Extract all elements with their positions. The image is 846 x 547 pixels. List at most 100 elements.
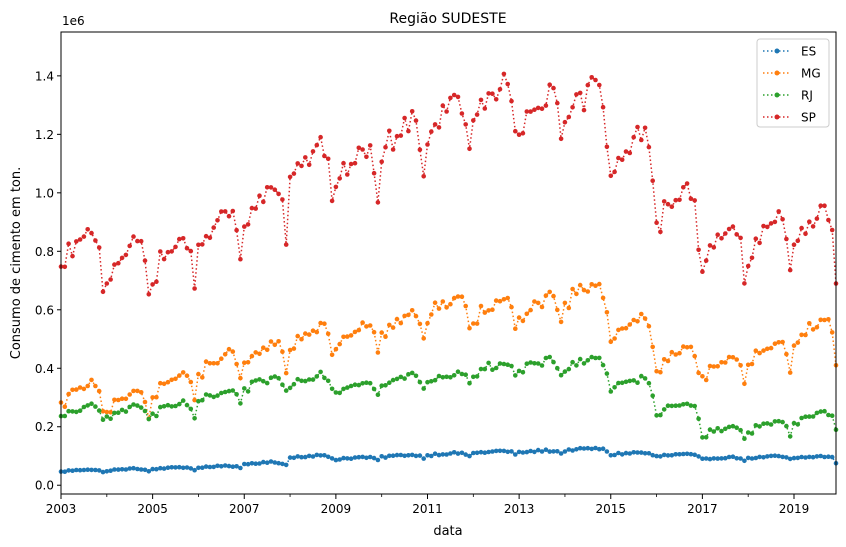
data-point-mg bbox=[112, 397, 117, 403]
data-point-mg bbox=[745, 362, 751, 368]
data-point-es bbox=[375, 457, 381, 463]
data-point-rj bbox=[574, 363, 579, 368]
data-point-mg bbox=[463, 303, 469, 309]
data-point-rj bbox=[352, 382, 358, 388]
data-point-mg bbox=[93, 383, 98, 389]
data-point-es bbox=[398, 452, 404, 458]
data-point-sp bbox=[161, 256, 167, 262]
data-point-es bbox=[299, 454, 304, 460]
data-point-es bbox=[161, 466, 167, 471]
data-point-mg bbox=[318, 320, 323, 326]
data-point-es bbox=[222, 463, 228, 468]
data-point-es bbox=[784, 455, 789, 460]
plot-area bbox=[58, 71, 839, 475]
data-point-mg bbox=[356, 327, 362, 333]
data-point-rj bbox=[123, 409, 129, 414]
data-point-rj bbox=[497, 361, 503, 366]
data-point-sp bbox=[539, 106, 545, 111]
data-point-mg bbox=[192, 397, 197, 403]
y-tick-label: 1.0 bbox=[35, 186, 54, 200]
data-point-sp bbox=[577, 90, 583, 96]
data-point-mg bbox=[642, 316, 648, 321]
data-point-es bbox=[436, 452, 442, 458]
data-point-mg bbox=[612, 336, 617, 341]
data-point-mg bbox=[799, 332, 804, 338]
data-point-mg bbox=[684, 345, 690, 350]
data-point-rj bbox=[738, 427, 743, 433]
data-point-es bbox=[555, 449, 560, 454]
data-point-sp bbox=[215, 218, 220, 223]
data-point-mg bbox=[814, 325, 820, 330]
data-point-mg bbox=[66, 391, 71, 397]
data-point-mg bbox=[688, 344, 694, 350]
data-point-sp bbox=[249, 205, 255, 211]
data-point-sp bbox=[230, 208, 236, 214]
legend-item-mg: MG bbox=[763, 67, 821, 81]
data-point-rj bbox=[444, 374, 449, 380]
data-point-es bbox=[482, 450, 488, 456]
data-point-sp bbox=[562, 119, 568, 125]
data-point-mg bbox=[631, 317, 636, 323]
data-point-rj bbox=[371, 386, 377, 392]
data-point-sp bbox=[398, 133, 404, 138]
data-point-mg bbox=[272, 342, 278, 348]
data-point-es bbox=[352, 455, 358, 460]
data-point-sp bbox=[543, 103, 549, 108]
data-point-sp bbox=[173, 244, 178, 250]
data-point-mg bbox=[440, 299, 446, 304]
data-point-rj bbox=[490, 367, 495, 373]
data-point-rj bbox=[459, 371, 465, 377]
data-point-es bbox=[371, 455, 377, 461]
data-point-sp bbox=[429, 129, 434, 134]
data-point-sp bbox=[406, 128, 411, 134]
data-point-es bbox=[677, 452, 682, 457]
data-point-es bbox=[261, 459, 266, 465]
data-point-es bbox=[89, 467, 94, 473]
data-point-mg bbox=[131, 388, 136, 394]
data-point-mg bbox=[104, 409, 110, 415]
data-point-es bbox=[597, 446, 602, 452]
data-point-es bbox=[173, 465, 178, 470]
data-point-mg bbox=[188, 379, 194, 385]
data-point-rj bbox=[669, 403, 675, 409]
data-point-mg bbox=[322, 321, 327, 327]
data-point-sp bbox=[787, 267, 793, 273]
data-point-sp bbox=[314, 142, 320, 148]
data-point-sp bbox=[669, 204, 675, 209]
data-point-es bbox=[818, 453, 823, 459]
data-point-mg bbox=[562, 300, 568, 306]
data-point-sp bbox=[474, 112, 480, 117]
data-point-mg bbox=[604, 310, 610, 315]
data-point-es bbox=[612, 452, 617, 458]
data-point-sp bbox=[768, 221, 774, 226]
data-point-rj bbox=[589, 354, 594, 360]
data-point-rj bbox=[547, 354, 552, 360]
data-point-sp bbox=[70, 253, 75, 259]
data-point-sp bbox=[738, 235, 743, 241]
data-point-rj bbox=[337, 390, 343, 396]
data-point-mg bbox=[818, 317, 823, 323]
data-point-mg bbox=[543, 293, 549, 298]
data-point-mg bbox=[753, 348, 759, 354]
data-point-sp bbox=[574, 92, 579, 97]
data-point-sp bbox=[188, 248, 194, 254]
data-point-sp bbox=[180, 236, 186, 241]
data-point-rj bbox=[650, 393, 655, 399]
data-point-mg bbox=[558, 319, 564, 325]
data-point-mg bbox=[402, 313, 407, 319]
data-point-rj bbox=[394, 376, 400, 382]
data-point-rj bbox=[440, 375, 446, 380]
data-point-es bbox=[661, 452, 667, 458]
data-point-es bbox=[74, 467, 79, 473]
data-point-rj bbox=[688, 403, 694, 408]
data-point-mg bbox=[261, 345, 266, 351]
data-point-mg bbox=[341, 334, 346, 340]
data-point-mg bbox=[333, 346, 339, 352]
data-point-rj bbox=[142, 408, 148, 414]
data-point-rj bbox=[619, 380, 625, 386]
data-point-sp bbox=[352, 160, 358, 166]
data-point-rj bbox=[108, 416, 113, 422]
data-point-sp bbox=[253, 206, 258, 211]
data-point-rj bbox=[631, 378, 636, 383]
data-point-es bbox=[455, 451, 461, 456]
